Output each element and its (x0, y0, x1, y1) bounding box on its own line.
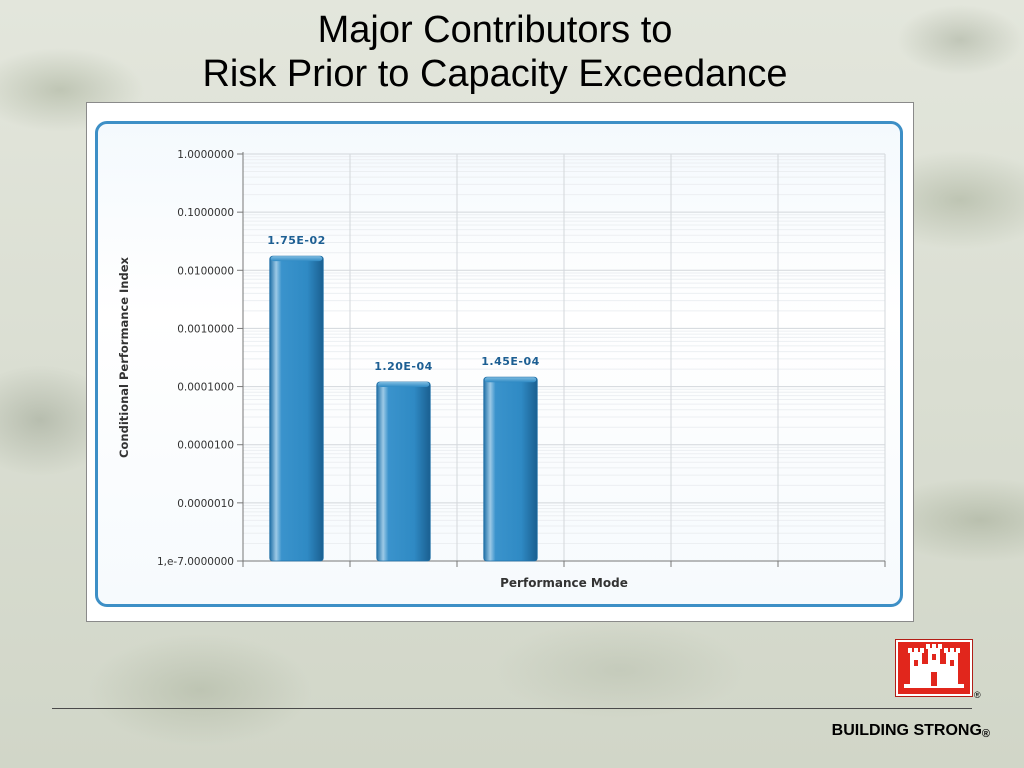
chart-axes (237, 152, 886, 567)
chart-frame: 1.0000000 0.1000000 0.0100000 0.0010000 0.00… (86, 102, 914, 622)
slide-title-line-1: Major Contributors to (317, 9, 673, 51)
chart-grid (242, 153, 886, 562)
slide-title: Major Contributors to Risk Prior to Capa… (0, 8, 990, 96)
logo-registered-mark: ® (974, 690, 981, 700)
bar (483, 376, 538, 562)
castle-logo-icon (896, 640, 972, 696)
bar-cap (377, 381, 430, 387)
y-tick-label: 0.0100000 (177, 265, 234, 277)
bar-cap (484, 377, 537, 383)
chart-bars (269, 255, 538, 562)
y-tick-label: 0.1000000 (177, 207, 234, 219)
chart-labels: 1.0000000 0.1000000 0.0100000 0.0010000 0.00… (117, 149, 628, 590)
footer-divider (52, 708, 972, 709)
building-strong-tagline: BUILDING STRONG® (770, 722, 990, 740)
chart-panel: 1.0000000 0.1000000 0.0100000 0.0010000 0.00… (95, 121, 903, 607)
y-axis-title: Conditional Performance Index (117, 256, 131, 457)
y-tick-label: 0.0010000 (177, 323, 234, 335)
bar (376, 381, 431, 562)
y-tick-label: 1.0000000 (177, 149, 234, 161)
bar-data-label: 1.75E-02 (267, 234, 326, 247)
bar-data-label: 1.20E-04 (374, 360, 433, 373)
bar-data-label: 1.45E-04 (481, 355, 540, 368)
y-tick-label: 0.0001000 (177, 382, 234, 394)
tagline-text: BUILDING STRONG (831, 722, 982, 739)
y-tick-label: 1,e-7.0000000 (157, 556, 234, 568)
bar-cap (270, 256, 323, 262)
bar-chart: 1.0000000 0.1000000 0.0100000 0.0010000 0.00… (117, 149, 886, 590)
y-tick-label: 0.0000100 (177, 440, 234, 452)
bar (269, 255, 324, 562)
x-axis-title: Performance Mode (500, 576, 628, 590)
tagline-registered-mark: ® (981, 728, 990, 740)
y-tick-label: 0.0000010 (177, 498, 234, 510)
slide-title-line-2: Risk Prior to Capacity Exceedance (202, 53, 788, 95)
